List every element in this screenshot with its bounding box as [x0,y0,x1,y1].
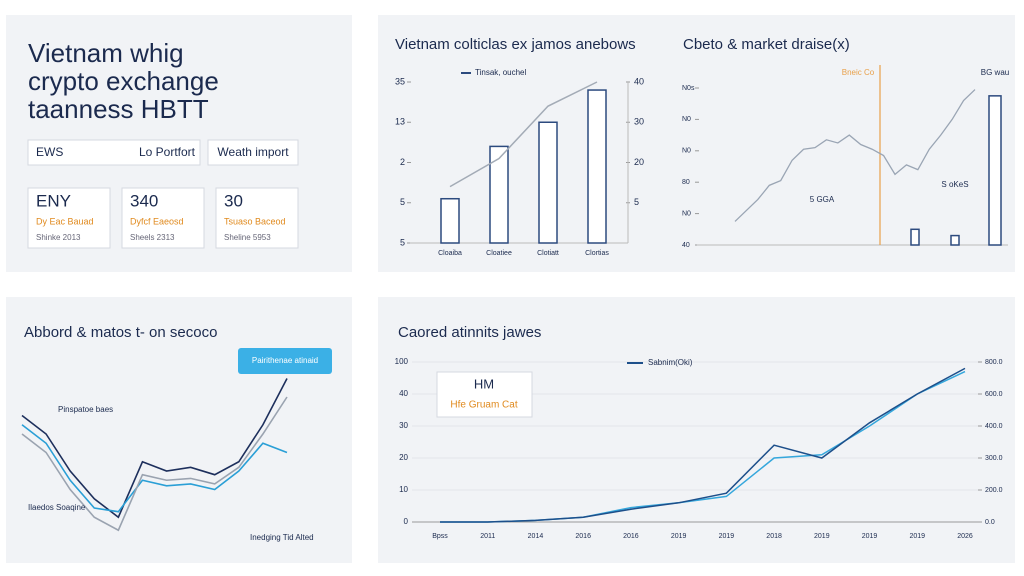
x-tick-label: 2018 [766,533,782,540]
x-tick-label: Cloaiba [438,250,462,257]
y2-tick-label: 40 [634,76,644,86]
y-tick-label: 13 [395,117,405,127]
line [734,89,976,222]
y-tick-label: N0s [682,85,695,92]
legend-label: Tinsak, ouchel [475,68,527,77]
bar [489,145,509,244]
y2-tick-label: 400.0 [985,423,1003,430]
headline: taanness HBTT [28,94,209,124]
series-label: Pinspatoe baes [58,405,113,414]
x-tick-label: 2019 [862,533,878,540]
annotation: S oKeS [941,180,968,189]
bar [988,95,1002,246]
y2-tick-label: 200.0 [985,487,1003,494]
callout-subtitle: Hfe Gruam Cat [450,400,517,411]
line [21,378,288,519]
x-tick-label: 2019 [671,533,687,540]
y2-tick-label: 300.0 [985,455,1003,462]
x-tick-label: 2019 [909,533,925,540]
kpi-note: Shinke 2013 [36,233,81,242]
panel [378,15,1015,272]
y-tick-label: 40 [399,389,408,398]
bar [440,197,460,244]
headline: crypto exchange [28,66,219,96]
chart-title: Cbeto & market draise(x) [683,36,850,53]
panel [378,297,1015,563]
kpi-card [121,187,205,249]
x-tick-label: 2011 [480,533,495,540]
kpi-value: 30 [224,191,243,210]
y2-tick-label: 0.0 [985,519,995,526]
kpi-value: ENY [36,191,71,210]
callout: Pairithenae atinaid [252,356,318,365]
x-tick-label: Cloatiee [486,250,512,257]
y-tick-label: 100 [395,357,409,366]
x-tick-label: 2016 [575,533,591,540]
y-tick-label: N0 [682,148,691,155]
line [21,424,288,513]
panel [6,297,352,563]
chart-title: Abbord & matos t- on secoco [24,324,217,341]
y-tick-label: 80 [682,179,690,186]
annotation: Bneic Co [842,68,875,77]
bar [950,234,960,246]
x-tick-label: 2016 [623,533,639,540]
x-tick-label: 2014 [528,533,544,540]
chart-title: Vietnam colticlas ex jamos anebows [395,36,636,53]
y-tick-label: 30 [399,421,408,430]
bar [538,121,558,244]
callout-box [238,348,332,374]
y-tick-label: 35 [395,76,405,86]
y-tick-label: 5 [400,197,405,207]
y-tick-label: 5 [400,237,405,247]
legend-label: Sabnim(Oki) [648,358,693,367]
y2-tick-label: 30 [634,117,644,127]
x-tick-label: Clotiatt [537,250,559,257]
x-tick-label: Bpss [432,533,448,540]
y-tick-label: 40 [682,242,690,249]
y2-tick-label: 5 [634,197,639,207]
annotation: BG wau [981,68,1009,77]
series-label: Ilaedos Soaqine [28,503,86,512]
kpi-value: 340 [130,191,158,210]
annotation: 5 GGA [810,195,835,204]
line [440,367,966,523]
y-tick-label: N0 [682,210,691,217]
kpi-label: Dyfcf Eaeosd [130,216,184,226]
y-tick-label: 10 [399,485,408,494]
headline: Vietnam whig [28,38,184,68]
series-label: Inedging Tid Alted [250,533,314,542]
x-tick-label: Clortias [585,250,609,257]
tab-label: Lo Portfort [139,145,196,159]
kpi-label: Tsuaso Baceod [224,216,286,226]
callout-title: HM [474,376,494,391]
y-tick-label: 2 [400,157,405,167]
x-tick-label: 2026 [957,533,973,540]
kpi-note: Sheline 5953 [224,233,271,242]
chart-title: Caored atinnits jawes [398,324,541,341]
y2-tick-label: 600.0 [985,391,1003,398]
y-tick-label: 0 [404,517,409,526]
x-tick-label: 2019 [719,533,735,540]
kpi-card [215,187,299,249]
kpi-note: Sheels 2313 [130,233,175,242]
y-tick-label: 20 [399,453,408,462]
x-tick-label: 2019 [814,533,830,540]
tab-label: Weath import [217,145,289,159]
y2-tick-label: 800.0 [985,359,1003,366]
tab [27,139,201,166]
y2-tick-label: 20 [634,157,644,167]
kpi-label: Dy Eac Bauad [36,216,94,226]
line [21,396,288,532]
y-tick-label: N0 [682,116,691,123]
bar [587,89,607,244]
callout-box [436,371,533,418]
bar [910,228,920,246]
kpi-card [27,187,111,249]
tab-label: EWS [36,145,63,159]
tab [207,139,299,166]
line [449,81,598,188]
